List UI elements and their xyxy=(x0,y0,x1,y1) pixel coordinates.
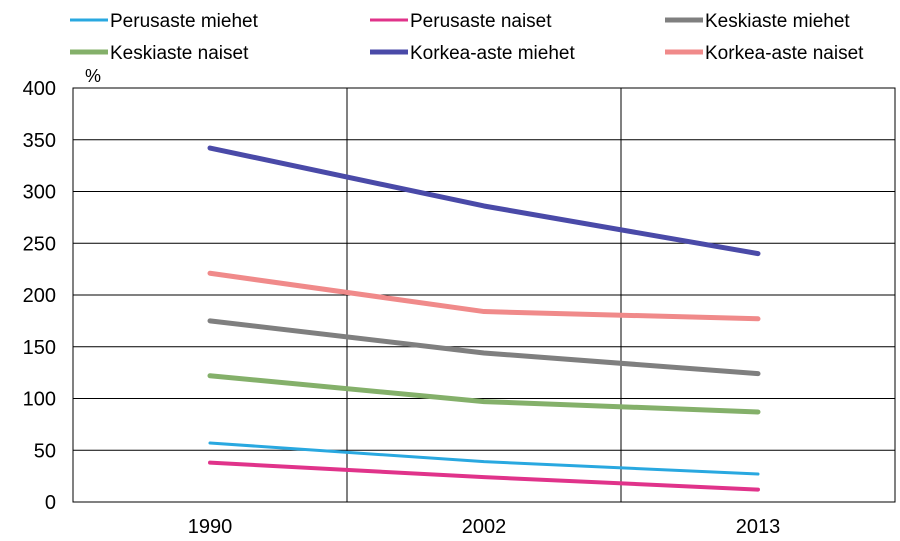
x-tick-label: 1990 xyxy=(188,516,233,538)
y-axis-unit-label: % xyxy=(85,66,101,86)
series-line xyxy=(207,145,761,257)
legend-label: Keskiaste naiset xyxy=(110,43,249,64)
legend-label: Korkea-aste naiset xyxy=(705,43,864,64)
y-tick-label: 0 xyxy=(45,492,56,514)
series-line xyxy=(207,318,761,377)
grid-lines xyxy=(73,88,895,502)
x-tick-label: 2002 xyxy=(462,516,507,538)
series-lines xyxy=(207,145,761,492)
series-line xyxy=(207,373,761,415)
y-tick-label: 50 xyxy=(34,440,56,462)
series-line xyxy=(208,441,760,476)
legend: Perusaste miehet Perusaste naiset Keskiast… xyxy=(70,11,864,64)
y-tick-label: 350 xyxy=(23,130,56,152)
y-tick-label: 100 xyxy=(23,389,56,411)
series-line xyxy=(208,460,760,492)
series-line xyxy=(207,270,761,322)
y-tick-label: 200 xyxy=(23,285,56,307)
y-tick-label: 400 xyxy=(23,78,56,100)
plot-area xyxy=(72,87,896,503)
y-axis-ticks: 0 50 100 150 200 250 300 350 400 xyxy=(23,78,56,514)
x-tick-label: 2013 xyxy=(736,516,781,538)
y-tick-label: 150 xyxy=(23,337,56,359)
y-tick-label: 300 xyxy=(23,182,56,204)
legend-label: Keskiaste miehet xyxy=(705,11,850,32)
legend-label: Perusaste miehet xyxy=(110,11,259,32)
legend-label: Perusaste naiset xyxy=(410,11,552,32)
y-tick-label: 250 xyxy=(23,233,56,255)
x-axis-ticks: 1990 2002 2013 xyxy=(188,516,781,538)
legend-label: Korkea-aste miehet xyxy=(410,43,575,64)
